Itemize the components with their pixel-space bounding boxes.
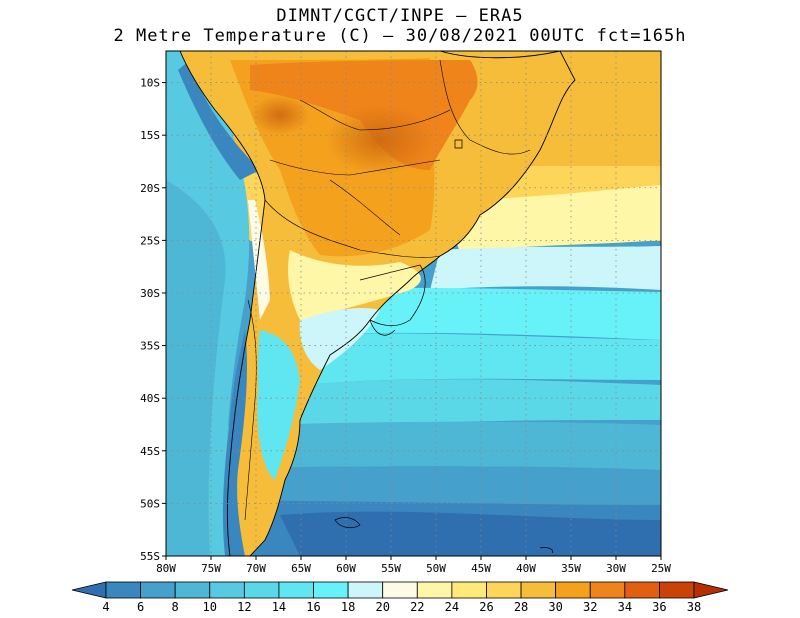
colorbar-label: 24 bbox=[445, 600, 459, 614]
cool-transition-band bbox=[430, 246, 661, 290]
colorbar-segment bbox=[243, 581, 280, 599]
colorbar-segment bbox=[416, 581, 453, 599]
colorbar-label: 28 bbox=[514, 600, 528, 614]
lat-label: 45S bbox=[140, 445, 160, 458]
andes-cold-strip bbox=[178, 60, 260, 180]
lat-label: 10S bbox=[140, 77, 160, 90]
colorbar-label: 20 bbox=[375, 600, 389, 614]
hot-core-region bbox=[325, 105, 435, 175]
graticule bbox=[166, 51, 661, 556]
colorbar-segment bbox=[347, 581, 384, 599]
colorbar-label: 18 bbox=[341, 600, 355, 614]
lat-label: 55S bbox=[140, 550, 160, 563]
colorbar-segment bbox=[589, 581, 626, 599]
colorbar-segment bbox=[486, 581, 522, 599]
colorbar-segment bbox=[659, 581, 695, 599]
colorbar-label: 14 bbox=[272, 600, 286, 614]
lat-label: 15S bbox=[140, 129, 160, 142]
colorbar-label: 34 bbox=[618, 600, 632, 614]
lon-label: 25W bbox=[651, 562, 671, 575]
lat-label: 35S bbox=[140, 340, 160, 353]
colorbar-label: 26 bbox=[479, 600, 493, 614]
lat-label: 50S bbox=[140, 497, 160, 510]
colorbar-segment bbox=[209, 581, 245, 599]
falkland-islands bbox=[334, 517, 361, 529]
colorbar-label: 38 bbox=[687, 600, 701, 614]
colorbar-segment bbox=[140, 581, 176, 599]
colorbar-segment bbox=[555, 581, 591, 599]
map-subtitle: 2 Metre Temperature (C) – 30/08/2021 00U… bbox=[113, 26, 687, 46]
lon-label: 30W bbox=[606, 562, 626, 575]
colorbar-label: 12 bbox=[237, 600, 251, 614]
lon-label: 60W bbox=[336, 562, 356, 575]
lon-label: 75W bbox=[201, 562, 221, 575]
lon-label: 65W bbox=[291, 562, 311, 575]
lon-label: 35W bbox=[561, 562, 581, 575]
federal-district bbox=[454, 139, 463, 149]
colorbar-low-arrow bbox=[71, 581, 107, 599]
andes-border bbox=[244, 299, 257, 521]
map-frame bbox=[165, 50, 662, 557]
colorbar-label: 30 bbox=[548, 600, 562, 614]
colorbar-label: 22 bbox=[410, 600, 424, 614]
colorbar-segment bbox=[278, 581, 314, 599]
colorbar-segment bbox=[105, 581, 141, 599]
lon-label: 45W bbox=[471, 562, 491, 575]
pacific-coastline bbox=[179, 51, 266, 556]
colorbar-segment bbox=[451, 581, 487, 599]
colorbar-label: 8 bbox=[172, 600, 179, 614]
lat-label: 25S bbox=[140, 234, 160, 247]
lat-label: 30S bbox=[140, 287, 160, 300]
colorbar-segment bbox=[313, 581, 349, 599]
lon-label: 70W bbox=[246, 562, 266, 575]
map-title: DIMNT/CGCT/INPE – ERA5 bbox=[276, 6, 524, 26]
lon-label: 55W bbox=[381, 562, 401, 575]
colorbar-segment bbox=[382, 581, 418, 599]
uruguay-border bbox=[359, 264, 426, 327]
atlantic-coastline bbox=[180, 51, 576, 556]
colorbar-segment bbox=[624, 581, 660, 599]
colorbar-label: 36 bbox=[652, 600, 666, 614]
colorbar-label: 16 bbox=[306, 600, 320, 614]
lon-label: 40W bbox=[516, 562, 536, 575]
lon-label: 80W bbox=[156, 562, 176, 575]
colorbar-segment bbox=[520, 581, 557, 599]
colorbar-segment bbox=[174, 581, 211, 599]
colorbar-label: 6 bbox=[137, 600, 144, 614]
colorbar-label: 4 bbox=[102, 600, 109, 614]
colorbar-label: 32 bbox=[583, 600, 597, 614]
lat-label: 40S bbox=[140, 392, 160, 405]
colorbar-label: 10 bbox=[203, 600, 217, 614]
lon-label: 50W bbox=[426, 562, 446, 575]
lat-label: 20S bbox=[140, 182, 160, 195]
colorbar-high-arrow bbox=[693, 581, 729, 599]
